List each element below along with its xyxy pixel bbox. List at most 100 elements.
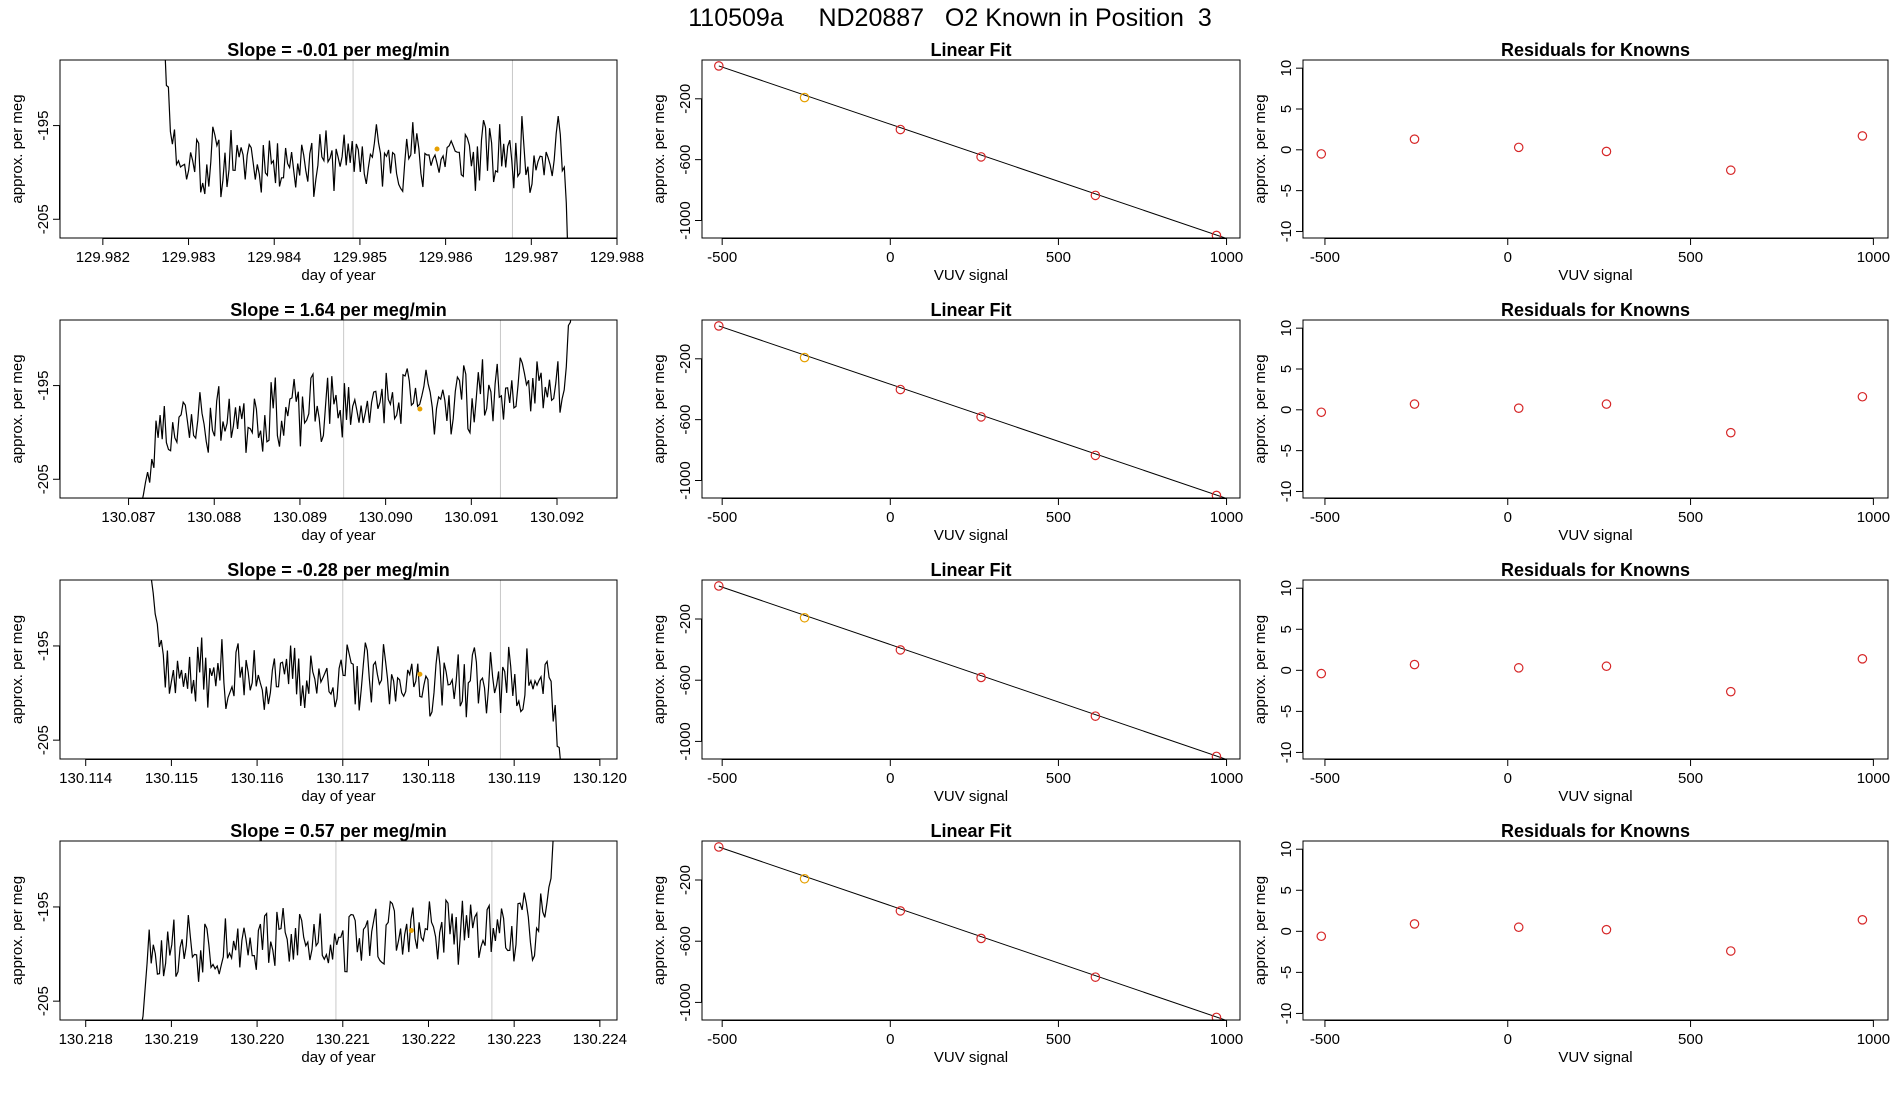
plot-area xyxy=(714,581,1227,759)
fit-line xyxy=(718,585,1227,759)
x-tick-label: 130.092 xyxy=(530,509,584,526)
known-point xyxy=(1601,146,1612,157)
x-tick-label: 129.987 xyxy=(504,249,558,266)
y-axis-label: approx. per meg xyxy=(651,876,668,985)
y-tick-label: -5 xyxy=(1278,705,1295,718)
x-axis-label: VUV signal xyxy=(934,1049,1008,1066)
panel-title: Slope = 1.64 per meg/min xyxy=(230,300,447,320)
known-point xyxy=(1211,1012,1222,1020)
known-point xyxy=(976,152,986,162)
x-tick-label: 0 xyxy=(1504,770,1512,787)
x-tick-label: -500 xyxy=(707,1031,737,1048)
y-tick-label: 5 xyxy=(1278,886,1295,894)
x-tick-label: 500 xyxy=(1678,770,1703,787)
x-tick-label: 130.116 xyxy=(231,770,284,787)
x-tick-label: -500 xyxy=(1310,1031,1340,1048)
x-tick-label: 129.982 xyxy=(76,249,130,266)
x-tick-label: 1000 xyxy=(1857,249,1890,266)
x-tick-label: 0 xyxy=(886,509,894,526)
y-axis-label: approx. per meg xyxy=(9,354,26,463)
x-tick-label: 130.120 xyxy=(573,770,627,787)
fit-line xyxy=(718,846,1227,1020)
y-axis-label: approx. per meg xyxy=(651,94,668,203)
plot-panel-2: Slope = -0.28 per meg/min 130.114 130.115 1… xyxy=(9,560,627,805)
plot-panel-10: Residuals for Knowns -500 0 500 1000 10 5 0 -5 -1… xyxy=(1252,560,1890,805)
x-tick-label: 500 xyxy=(1678,249,1703,266)
known-point xyxy=(976,933,986,944)
plot-panel-4: Linear Fit -500 0 500 1000 -200 -600 -1000 VUV s… xyxy=(651,40,1243,284)
plot-panel-1: Slope = 1.64 per meg/min 130.087 130.088 13… xyxy=(9,300,618,544)
x-tick-label: 130.091 xyxy=(444,509,498,526)
x-tick-label: 130.223 xyxy=(487,1031,541,1048)
y-axis-label: approx. per meg xyxy=(9,615,26,724)
known-point xyxy=(1409,919,1420,929)
marker-point xyxy=(417,671,423,677)
y-tick-label: 10 xyxy=(1278,841,1295,858)
y-axis-label: approx. per meg xyxy=(1252,876,1269,985)
y-tick-label: -5 xyxy=(1278,966,1295,979)
y-tick-label: -1000 xyxy=(677,722,694,760)
x-tick-label: -500 xyxy=(1310,509,1340,526)
plot-area xyxy=(714,842,1227,1020)
y-tick-label: -600 xyxy=(677,405,694,435)
x-tick-label: 500 xyxy=(1678,509,1703,526)
known-point xyxy=(1513,663,1524,673)
y-tick-label: -200 xyxy=(677,604,694,634)
y-tick-label: 0 xyxy=(1278,146,1295,154)
plot-panel-5: Linear Fit -500 0 500 1000 -200 -600 -1000 VUV s… xyxy=(651,300,1243,544)
y-tick-label: -1000 xyxy=(677,201,694,239)
x-tick-label: 1000 xyxy=(1857,509,1890,526)
x-tick-label: 130.088 xyxy=(187,509,241,526)
panel-title: Residuals for Knowns xyxy=(1501,40,1690,60)
y-tick-label: 10 xyxy=(1278,60,1295,77)
known-point xyxy=(1211,490,1222,498)
panel-title: Slope = 0.57 per meg/min xyxy=(230,821,447,841)
plot-area xyxy=(1316,391,1868,438)
x-tick-label: 0 xyxy=(886,249,894,266)
x-tick-label: 1000 xyxy=(1210,1031,1243,1048)
plot-area xyxy=(1316,654,1868,697)
y-tick-label: 10 xyxy=(1278,320,1295,337)
x-tick-label: -500 xyxy=(1310,249,1340,266)
known-point xyxy=(1857,654,1868,664)
known-point xyxy=(1409,659,1420,670)
y-tick-label: 5 xyxy=(1278,625,1295,633)
plot-panel-0: Slope = -0.01 per meg/min 129.982 129.983 1… xyxy=(9,40,644,284)
y-tick-label: -195 xyxy=(35,631,52,661)
x-tick-label: 0 xyxy=(1504,509,1512,526)
x-tick-label: 129.986 xyxy=(418,249,472,266)
x-axis-label: day of year xyxy=(301,788,375,805)
highlight-point xyxy=(799,92,810,103)
x-tick-label: 130.221 xyxy=(316,1031,370,1048)
plot-frame xyxy=(1302,579,1889,760)
highlight-point xyxy=(799,352,810,363)
panel-title: Linear Fit xyxy=(930,821,1011,841)
x-tick-label: 130.224 xyxy=(573,1031,627,1048)
known-point xyxy=(1316,931,1327,942)
known-point xyxy=(1601,661,1612,672)
x-tick-label: 0 xyxy=(1504,1031,1512,1048)
y-tick-label: -205 xyxy=(35,464,52,494)
marker-point xyxy=(417,406,423,412)
trace-line xyxy=(142,320,572,498)
known-point xyxy=(714,321,724,331)
known-point xyxy=(1090,450,1101,461)
y-tick-label: -200 xyxy=(677,84,694,114)
known-point xyxy=(1409,399,1420,409)
x-tick-label: 1000 xyxy=(1210,249,1243,266)
y-axis-label: approx. per meg xyxy=(1252,94,1269,203)
y-tick-label: 5 xyxy=(1278,105,1295,113)
x-axis-label: VUV signal xyxy=(1558,267,1632,284)
panel-title: Linear Fit xyxy=(930,40,1011,60)
x-tick-label: 130.222 xyxy=(401,1031,455,1048)
panel-title: Slope = -0.28 per meg/min xyxy=(227,560,450,580)
known-point xyxy=(1513,142,1524,153)
trace-line xyxy=(141,841,554,1020)
x-tick-label: 130.118 xyxy=(402,770,455,787)
y-axis-label: approx. per meg xyxy=(9,94,26,203)
known-point xyxy=(895,906,906,916)
x-axis-label: VUV signal xyxy=(934,788,1008,805)
y-tick-label: -10 xyxy=(1278,742,1295,764)
y-tick-label: 10 xyxy=(1278,580,1295,597)
